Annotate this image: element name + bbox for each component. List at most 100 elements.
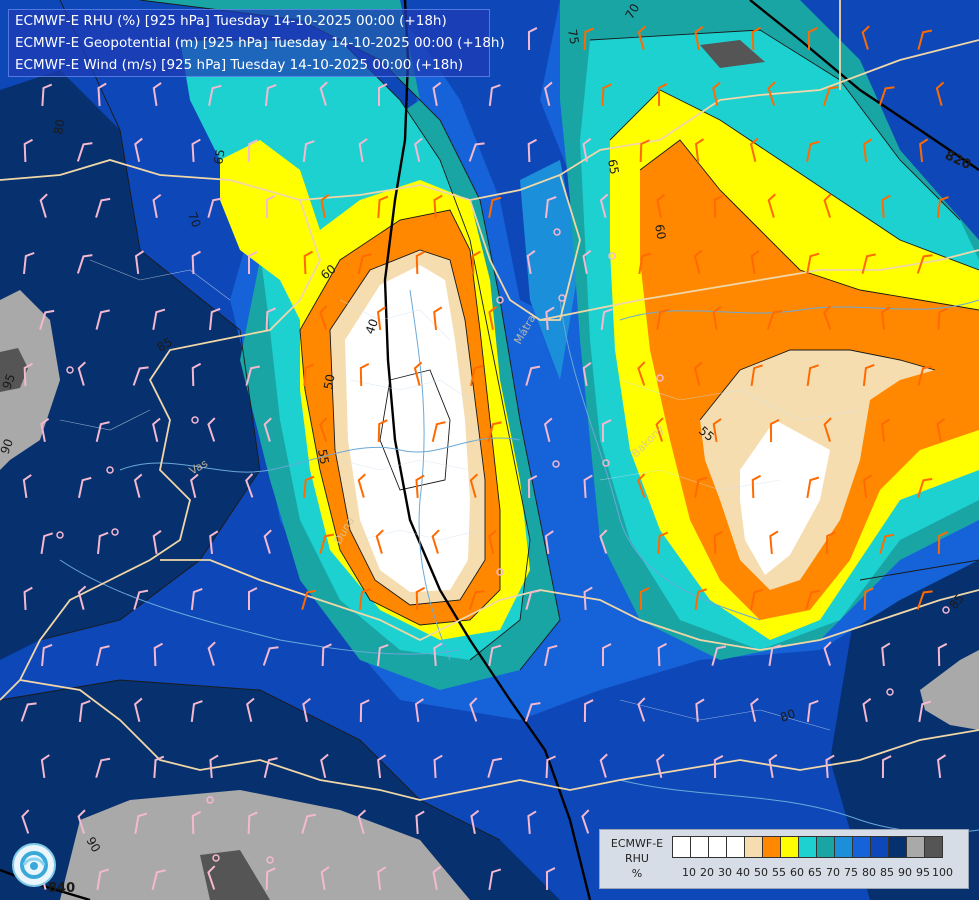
legend-tick: 85 bbox=[880, 866, 894, 879]
wind-barb bbox=[134, 137, 143, 162]
wind-barb bbox=[134, 250, 145, 275]
wind-barb bbox=[936, 754, 947, 779]
wind-barb bbox=[767, 193, 776, 218]
wind-barb bbox=[583, 699, 594, 723]
wind-barb bbox=[712, 81, 721, 106]
wind-barb bbox=[823, 193, 832, 218]
map-title-box: ECMWF-E RHU (%) [925 hPa] Tuesday 14-10-… bbox=[8, 9, 505, 77]
wind-barb bbox=[263, 529, 272, 554]
wind-barb bbox=[303, 475, 315, 499]
rhu-area-90-east bbox=[830, 560, 979, 900]
wind-barb bbox=[750, 588, 764, 610]
legend-swatch bbox=[852, 836, 871, 858]
contour-label: 85 bbox=[155, 335, 175, 355]
wind-barb bbox=[937, 531, 948, 555]
wind-barb bbox=[712, 306, 722, 331]
wind-barb bbox=[937, 307, 949, 331]
legend-swatch bbox=[690, 836, 709, 858]
wind-barb bbox=[134, 812, 148, 835]
wind-barb bbox=[693, 249, 703, 274]
wind-barb bbox=[544, 530, 554, 555]
wind-barb bbox=[825, 754, 835, 779]
wind-barb bbox=[713, 755, 724, 779]
wind-barb bbox=[823, 417, 832, 442]
wind-barb bbox=[433, 306, 443, 331]
wind-barb bbox=[76, 254, 93, 274]
wind-barb bbox=[246, 697, 255, 722]
wind-barb bbox=[823, 305, 832, 330]
wind-barb bbox=[544, 195, 557, 219]
legend-tick: 70 bbox=[826, 866, 840, 879]
contour-label: 90 bbox=[0, 437, 16, 456]
wind-barb bbox=[377, 83, 388, 107]
wind-barb bbox=[301, 813, 317, 834]
legend-label-line1: ECMWF-E bbox=[610, 837, 664, 850]
wind-barb bbox=[357, 473, 366, 498]
wind-barb bbox=[153, 755, 165, 779]
regional-borders bbox=[59, 259, 861, 731]
wind-barb bbox=[377, 195, 389, 219]
station-dot bbox=[191, 416, 199, 424]
station-dot bbox=[111, 528, 119, 536]
contour-label: 75 bbox=[565, 28, 581, 45]
wind-barb bbox=[95, 309, 110, 330]
legend-tick: 60 bbox=[790, 866, 804, 879]
wind-barb bbox=[750, 250, 760, 275]
wind-barb bbox=[525, 365, 541, 386]
wind-barb bbox=[23, 586, 33, 611]
wind-barb bbox=[469, 473, 479, 498]
wind-barb bbox=[862, 364, 875, 387]
contour-label: 60 bbox=[652, 223, 668, 240]
wind-barb bbox=[303, 250, 313, 275]
wind-barb bbox=[320, 193, 330, 219]
wind-barb bbox=[545, 755, 556, 779]
wind-barb bbox=[319, 417, 328, 442]
wind-barb bbox=[152, 417, 161, 442]
station-dot bbox=[886, 688, 894, 696]
wind-barb bbox=[191, 810, 202, 835]
wind-barb bbox=[22, 251, 35, 275]
wind-barb bbox=[191, 138, 201, 163]
wind-barb bbox=[247, 587, 258, 611]
wind-barb bbox=[694, 25, 704, 51]
wind-barb bbox=[263, 417, 272, 442]
wind-barb bbox=[544, 644, 558, 667]
wind-barb bbox=[937, 642, 948, 667]
wind-barb bbox=[766, 310, 783, 330]
wind-barb bbox=[432, 865, 442, 891]
wind-barb bbox=[712, 418, 722, 443]
wind-barb bbox=[95, 421, 110, 442]
wind-barb bbox=[694, 138, 705, 163]
wind-barb bbox=[415, 810, 425, 835]
legend-tick: 30 bbox=[718, 866, 732, 879]
wind-barb bbox=[488, 196, 502, 219]
wind-barb bbox=[863, 474, 873, 499]
wind-barb bbox=[488, 644, 502, 667]
wind-barb bbox=[881, 642, 891, 667]
wind-barb bbox=[414, 698, 424, 723]
wind-barb bbox=[487, 421, 502, 442]
rhu-area-95-east bbox=[920, 650, 979, 730]
station-dot bbox=[552, 460, 560, 468]
legend-swatch bbox=[816, 836, 835, 858]
wind-barb bbox=[359, 362, 370, 387]
wind-barb bbox=[247, 811, 258, 835]
wind-barb bbox=[413, 361, 423, 386]
wind-barb bbox=[639, 587, 650, 611]
rhu-contours bbox=[0, 0, 979, 841]
legend-swatch bbox=[744, 836, 763, 858]
wind-barb bbox=[247, 139, 258, 163]
wind-barb bbox=[95, 757, 111, 778]
wind-barb bbox=[415, 250, 426, 275]
legend-tick: 20 bbox=[700, 866, 714, 879]
wind-barb bbox=[823, 85, 839, 106]
title-wind: ECMWF-E Wind (m/s) [925 hPa] Tuesday 14-… bbox=[15, 57, 464, 73]
legend-tick: 55 bbox=[772, 866, 786, 879]
legend-tick: 40 bbox=[736, 866, 750, 879]
title-rhu: ECMWF-E RHU (%) [925 hPa] Tuesday 14-10-… bbox=[15, 13, 447, 29]
wind-barb bbox=[657, 642, 668, 667]
wind-barb bbox=[78, 700, 91, 723]
wind-barb bbox=[209, 307, 221, 331]
wind-barb bbox=[302, 697, 311, 722]
wind-barb bbox=[751, 26, 762, 51]
